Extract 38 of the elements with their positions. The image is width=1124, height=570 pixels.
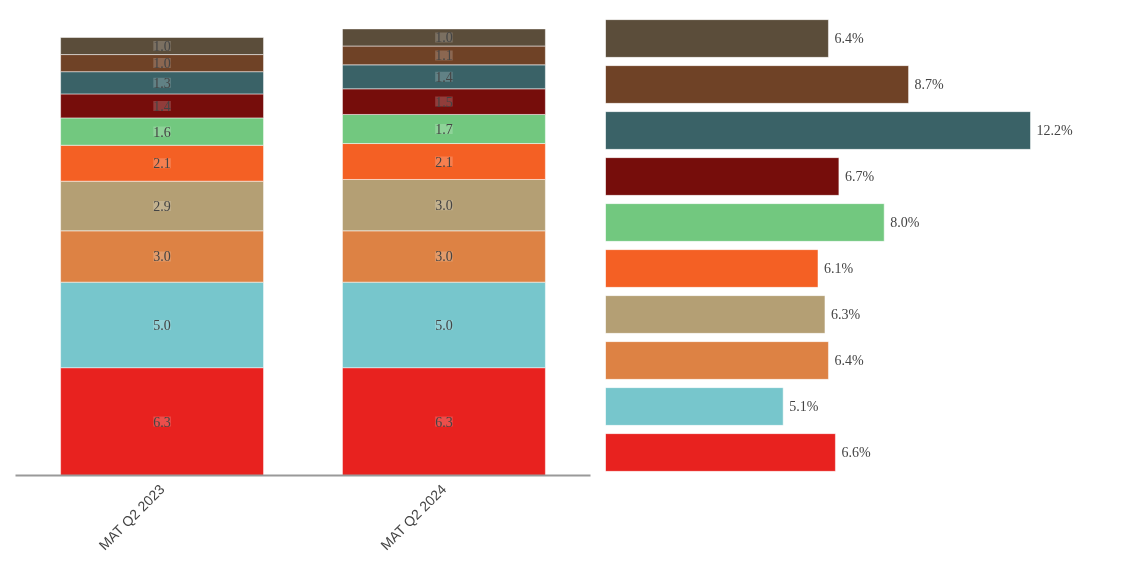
bar	[605, 433, 836, 472]
data-label: 1.7	[435, 122, 453, 137]
bar	[605, 387, 784, 426]
data-label: 8.7%	[914, 77, 945, 92]
bar	[605, 157, 840, 196]
data-label: 6.3%	[830, 307, 861, 322]
bar	[605, 249, 819, 288]
data-label: 2.9	[153, 199, 171, 214]
data-label: 1.5	[435, 94, 453, 110]
bar	[605, 111, 1031, 150]
data-label: 8.0%	[890, 215, 920, 230]
data-label: 2.1	[435, 154, 453, 170]
data-label: 12.2%	[1036, 123, 1073, 138]
data-label: 5.1%	[789, 399, 819, 414]
data-label: 6.4%	[834, 31, 864, 46]
bar	[605, 341, 829, 380]
bar	[605, 19, 829, 58]
data-label: 1.4	[435, 69, 453, 85]
data-label: 6.6%	[841, 445, 871, 460]
data-label: 6.1%	[824, 261, 854, 276]
data-label: 2.1	[153, 156, 171, 172]
data-label: 3.0	[435, 249, 453, 265]
bar	[605, 65, 910, 104]
bar	[605, 203, 885, 242]
data-label: 6.4%	[834, 353, 864, 368]
data-label: 6.7%	[844, 169, 875, 184]
bar	[605, 295, 826, 334]
data-label: 6.3	[153, 414, 171, 430]
data-label: 6.3	[435, 414, 453, 430]
data-label: 1.6	[153, 124, 171, 140]
data-label: 5.0	[435, 317, 453, 333]
data-label: 1.0	[153, 56, 171, 72]
data-label: 1.3	[153, 75, 171, 91]
data-label: 1.4	[153, 98, 171, 114]
data-label: 3.0	[435, 198, 453, 214]
data-label: 5.0	[153, 317, 171, 333]
data-label: 1.1	[435, 48, 453, 64]
data-label: 3.0	[153, 249, 171, 265]
